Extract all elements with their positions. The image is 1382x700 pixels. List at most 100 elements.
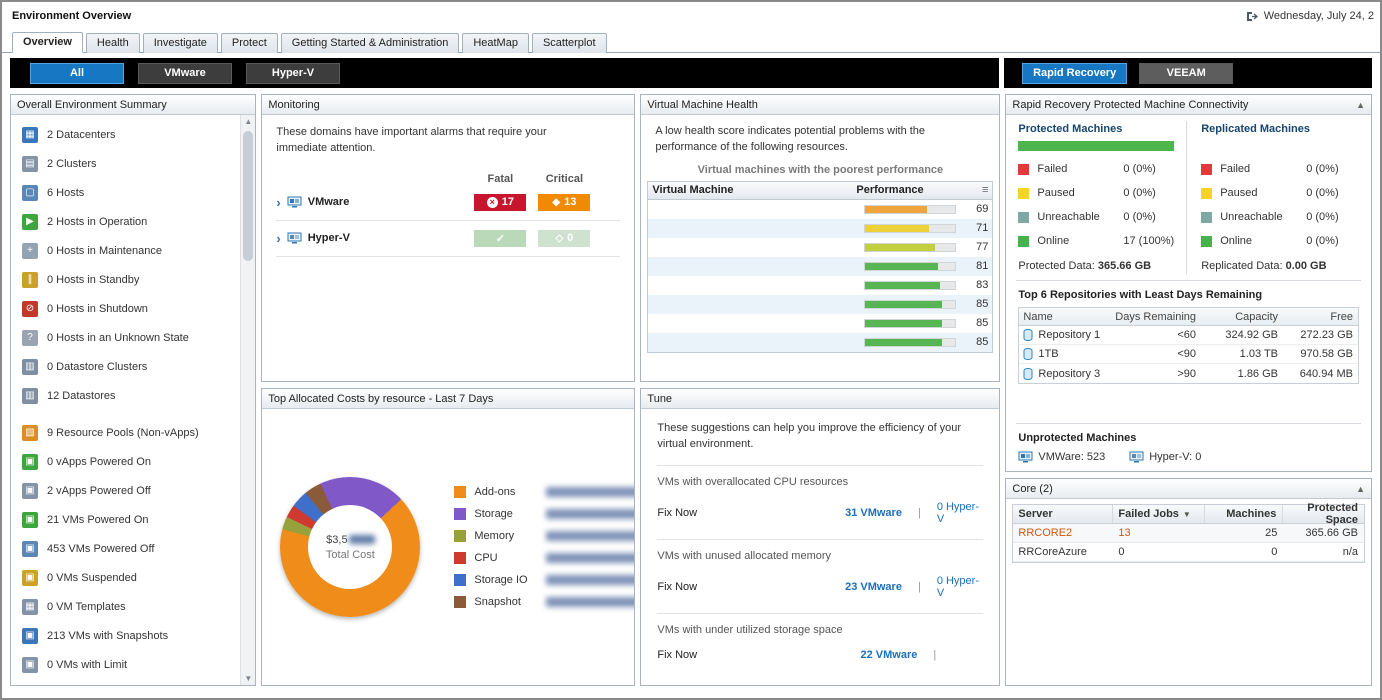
summary-item-datacenters[interactable]: ▦ 2 Datacenters: [13, 120, 237, 149]
filter-vmware-button[interactable]: VMware: [138, 62, 232, 84]
tune-section-memory: VMs with unused allocated memory Fix Now…: [657, 540, 984, 614]
summary-item-vms-limit[interactable]: ▣ 0 VMs with Limit: [13, 650, 237, 679]
blurred-value: [546, 509, 635, 519]
summary-list: ▦ 2 Datacenters ▤ 2 Clusters ▢ 6 Hosts ▶ 2 H…: [11, 115, 255, 683]
name-column-header[interactable]: Name: [1023, 310, 1053, 323]
vmware-count-link[interactable]: 31 VMware: [845, 506, 902, 519]
core-row: RRCoreAzure 0 0 n/a: [1013, 543, 1364, 562]
fix-now-link[interactable]: Fix Now: [657, 648, 698, 661]
summary-item-datastores[interactable]: ▥ 12 Datastores: [13, 381, 237, 410]
failed-jobs-column-header[interactable]: Failed Jobs ▼: [1113, 505, 1206, 523]
filter-all-button[interactable]: All: [30, 62, 124, 84]
summary-item-hosts-unknown[interactable]: ? 0 Hosts in an Unknown State: [13, 323, 237, 352]
sign-out-icon[interactable]: [1246, 11, 1259, 22]
summary-item-vapps-off[interactable]: ▣ 2 vApps Powered Off: [13, 476, 237, 505]
fix-now-link[interactable]: Fix Now: [657, 580, 698, 593]
summary-item-vm-templates[interactable]: ▦ 0 VM Templates: [13, 592, 237, 621]
summary-item-hosts-operation[interactable]: ▶ 2 Hosts in Operation: [13, 207, 237, 236]
critical-icon: ◆: [552, 196, 561, 208]
tab-overview[interactable]: Overview: [12, 32, 83, 53]
server-name[interactable]: RRCoreAzure: [1018, 546, 1087, 558]
scroll-thumb[interactable]: [243, 131, 254, 261]
vm-health-table: Virtual Machine Performance ≡ 69 71 77 8…: [647, 180, 994, 353]
tab-getting-started[interactable]: Getting Started & Administration: [280, 33, 460, 53]
server-column-header[interactable]: Server: [1013, 505, 1114, 523]
capacity-column-header[interactable]: Capacity: [1235, 310, 1278, 323]
hyperv-count-link[interactable]: 0 Hyper-V: [936, 500, 979, 525]
vm-health-message: A low health score indicates potential p…: [655, 125, 926, 153]
repositories-table: Name Days Remaining Capacity Free Reposi…: [1018, 307, 1359, 384]
vmware-count-link[interactable]: 22 VMware: [860, 648, 918, 661]
collapse-icon[interactable]: ▲: [1356, 99, 1365, 110]
filter-veeam-button[interactable]: VEEAM: [1139, 62, 1234, 84]
separator: |: [917, 506, 921, 519]
filter-rapid-recovery-button[interactable]: Rapid Recovery: [1022, 62, 1128, 84]
monitoring-message: These domains have important alarms that…: [276, 126, 547, 154]
summary-item-resource-pools[interactable]: ▧ 9 Resource Pools (Non-vApps): [13, 418, 237, 447]
tab-heatmap[interactable]: HeatMap: [462, 33, 529, 53]
machines-column-header[interactable]: Machines: [1205, 505, 1284, 523]
summary-item-vms-snapshots[interactable]: ▣ 213 VMs with Snapshots: [13, 621, 237, 650]
vmware-count-link[interactable]: 23 VMware: [845, 580, 902, 593]
expand-chevron-icon[interactable]: ›: [276, 230, 281, 246]
vm-templates-icon: ▦: [22, 598, 38, 615]
paused-swatch: [1018, 187, 1030, 199]
summary-item-vapps-on[interactable]: ▣ 0 vApps Powered On: [13, 447, 237, 476]
core-panel-title: Core (2): [1012, 482, 1053, 495]
summary-item-datastore-clusters[interactable]: ▥ 0 Datastore Clusters: [13, 352, 237, 381]
tab-health[interactable]: Health: [85, 33, 140, 53]
online-swatch: [1018, 235, 1030, 247]
hosts-operation-icon: ▶: [22, 213, 38, 230]
summary-item-vms-off[interactable]: ▣ 453 VMs Powered Off: [13, 534, 237, 563]
legend-item: Storage IO: [454, 574, 635, 586]
monitoring-panel-title: Monitoring: [268, 98, 320, 111]
tab-protect[interactable]: Protect: [220, 33, 278, 53]
domain-name[interactable]: VMware: [307, 196, 350, 209]
section-heading: VMs with under utilized storage space: [657, 623, 843, 636]
scroll-down-icon[interactable]: ▼: [244, 674, 253, 683]
summary-item-vms-suspended[interactable]: ▣ 0 VMs Suspended: [13, 563, 237, 592]
summary-item-clusters[interactable]: ▤ 2 Clusters: [13, 149, 237, 178]
hosts-shutdown-icon: ⊘: [22, 300, 38, 317]
repositories-heading: Top 6 Repositories with Least Days Remai…: [1018, 289, 1263, 301]
tab-scatterplot[interactable]: Scatterplot: [531, 33, 607, 53]
vmware-fatal-badge[interactable]: × 17: [474, 193, 527, 211]
performance-column-header[interactable]: Performance: [856, 184, 924, 197]
protected-status-bar: [1018, 141, 1175, 151]
fatal-icon: ×: [486, 196, 498, 208]
summary-item-hosts-shutdown[interactable]: ⊘ 0 Hosts in Shutdown: [13, 294, 237, 323]
summary-item-hosts-maintenance[interactable]: +0 Hosts in Maintenance: [13, 236, 237, 265]
table-menu-icon[interactable]: ≡: [981, 184, 989, 197]
vmware-critical-badge[interactable]: ◆ 13: [538, 193, 591, 211]
expand-chevron-icon[interactable]: ›: [276, 194, 281, 210]
vms-powered-on-icon: ▣: [22, 511, 38, 528]
tab-investigate[interactable]: Investigate: [142, 33, 218, 53]
status-row: Paused 0 (0%): [1201, 181, 1357, 205]
summary-item-hosts[interactable]: ▢ 6 Hosts: [13, 178, 237, 207]
summary-scrollbar[interactable]: ▲ ▼: [240, 115, 256, 685]
hyperv-normal-badge[interactable]: ✓: [474, 229, 527, 247]
hyperv-critical-badge[interactable]: ◇ 0: [538, 229, 591, 247]
unprotected-vmware-count[interactable]: VMWare: 523: [1038, 451, 1106, 463]
server-name[interactable]: RRCORE2: [1018, 527, 1073, 539]
free-column-header[interactable]: Free: [1330, 310, 1353, 323]
summary-item-vms-on[interactable]: ▣ 21 VMs Powered On: [13, 505, 237, 534]
fix-now-link[interactable]: Fix Now: [657, 506, 698, 519]
protected-space-column-header[interactable]: Protected Space: [1307, 502, 1358, 526]
performance-bar: [865, 300, 942, 308]
status-row: Unreachable 0 (0%): [1018, 205, 1174, 229]
allocated-costs-panel: Top Allocated Costs by resource - Last 7…: [261, 388, 636, 686]
scroll-up-icon[interactable]: ▲: [244, 117, 253, 126]
unprotected-hyperv-count[interactable]: Hyper-V: 0: [1149, 451, 1202, 463]
hosts-standby-icon: ∥: [22, 271, 38, 288]
legend-item: Memory: [454, 530, 635, 542]
vm-column-header[interactable]: Virtual Machine: [652, 184, 734, 197]
days-column-header[interactable]: Days Remaining: [1115, 310, 1196, 323]
collapse-icon[interactable]: ▲: [1356, 483, 1365, 494]
summary-item-hosts-standby[interactable]: ∥ 0 Hosts in Standby: [13, 265, 237, 294]
paused-swatch: [1201, 187, 1213, 199]
hyperv-count-link[interactable]: 0 Hyper-V: [936, 574, 979, 599]
tune-section-storage: VMs with under utilized storage space Fi…: [657, 614, 983, 675]
domain-name[interactable]: Hyper-V: [307, 232, 350, 245]
filter-hyperv-button[interactable]: Hyper-V: [246, 62, 340, 84]
